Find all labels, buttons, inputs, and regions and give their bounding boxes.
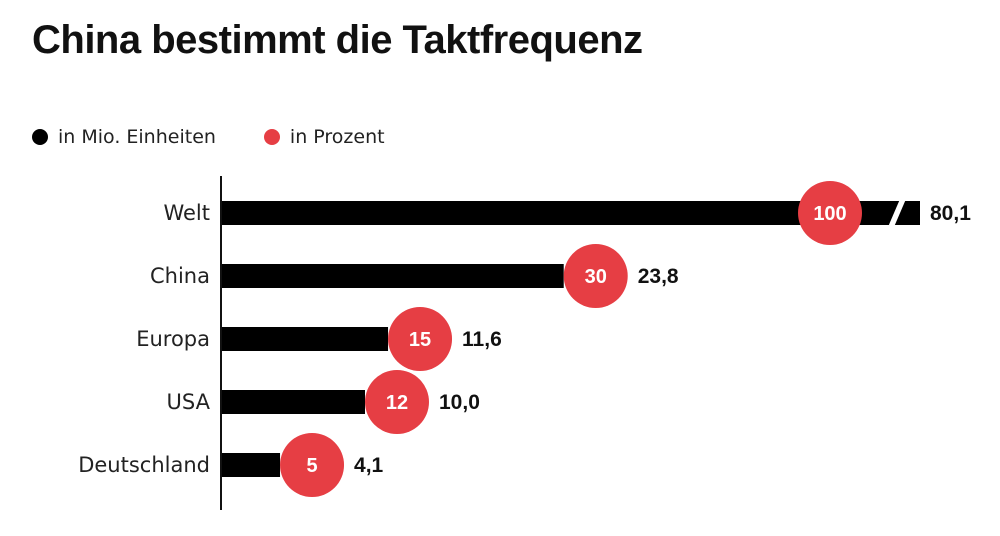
category-label-welt: Welt: [163, 201, 210, 225]
percent-label-usa: 12: [386, 392, 408, 414]
percent-label-deutschland: 5: [306, 455, 317, 477]
bar-europa: [221, 327, 389, 351]
category-label-europa: Europa: [136, 327, 210, 351]
percent-label-china: 30: [585, 266, 607, 288]
value-label-europa: 11,6: [462, 328, 502, 351]
bar-deutschland: [221, 453, 281, 477]
legend-label-percent: in Prozent: [289, 126, 385, 148]
percent-circle-welt: [798, 181, 862, 245]
category-label-china: China: [150, 264, 210, 288]
percent-label-europa: 15: [409, 329, 431, 351]
percent-circle-deutschland: [280, 433, 345, 497]
value-label-welt: 80,1: [930, 202, 971, 225]
value-label-deutschland: 4,1: [354, 454, 384, 477]
value-label-usa: 10,0: [439, 391, 480, 414]
chart-title: China bestimmt die Taktfrequenz: [32, 18, 643, 62]
percent-label-welt: 100: [813, 203, 846, 225]
legend-label-units: in Mio. Einheiten: [58, 126, 216, 148]
axis-break-welt: [888, 199, 906, 227]
legend-dot-units: [32, 129, 48, 145]
category-label-usa: USA: [167, 390, 211, 414]
legend-item-units: in Mio. Einheiten: [32, 126, 216, 148]
legend-item-percent: in Prozent: [263, 126, 385, 148]
percent-circle-china: [563, 244, 628, 308]
percent-circle-europa: [388, 307, 453, 371]
value-label-china: 23,8: [638, 265, 679, 288]
legend: in Mio. Einheiten in Prozent: [32, 126, 433, 148]
percent-circle-usa: [365, 370, 429, 434]
bar-china: [221, 264, 564, 288]
bar-usa: [221, 390, 365, 414]
legend-dot-percent: [263, 129, 280, 145]
category-label-deutschland: Deutschland: [78, 453, 210, 477]
